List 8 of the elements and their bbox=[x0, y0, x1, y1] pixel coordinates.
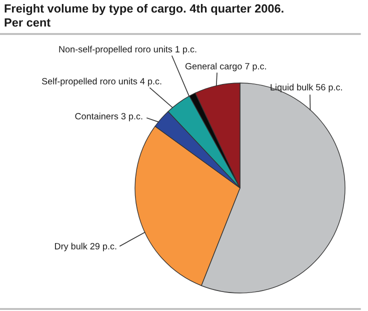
slice-label: General cargo 7 p.c. bbox=[185, 62, 266, 72]
slice-label: Dry bulk 29 p.c. bbox=[55, 242, 116, 252]
slice-label: Non-self-propelled roro units 1 p.c. bbox=[59, 46, 196, 54]
chart-title: Freight volume by type of cargo. 4th quarter 2006. bbox=[4, 4, 284, 16]
slice-label: Liquid bulk 56 p.c. bbox=[270, 84, 342, 92]
chart-subtitle: Per cent bbox=[4, 18, 50, 27]
slice-label: Self-propelled roro units 4 p.c. bbox=[42, 78, 162, 86]
slice-label: Containers 3 p.c. bbox=[75, 112, 142, 122]
